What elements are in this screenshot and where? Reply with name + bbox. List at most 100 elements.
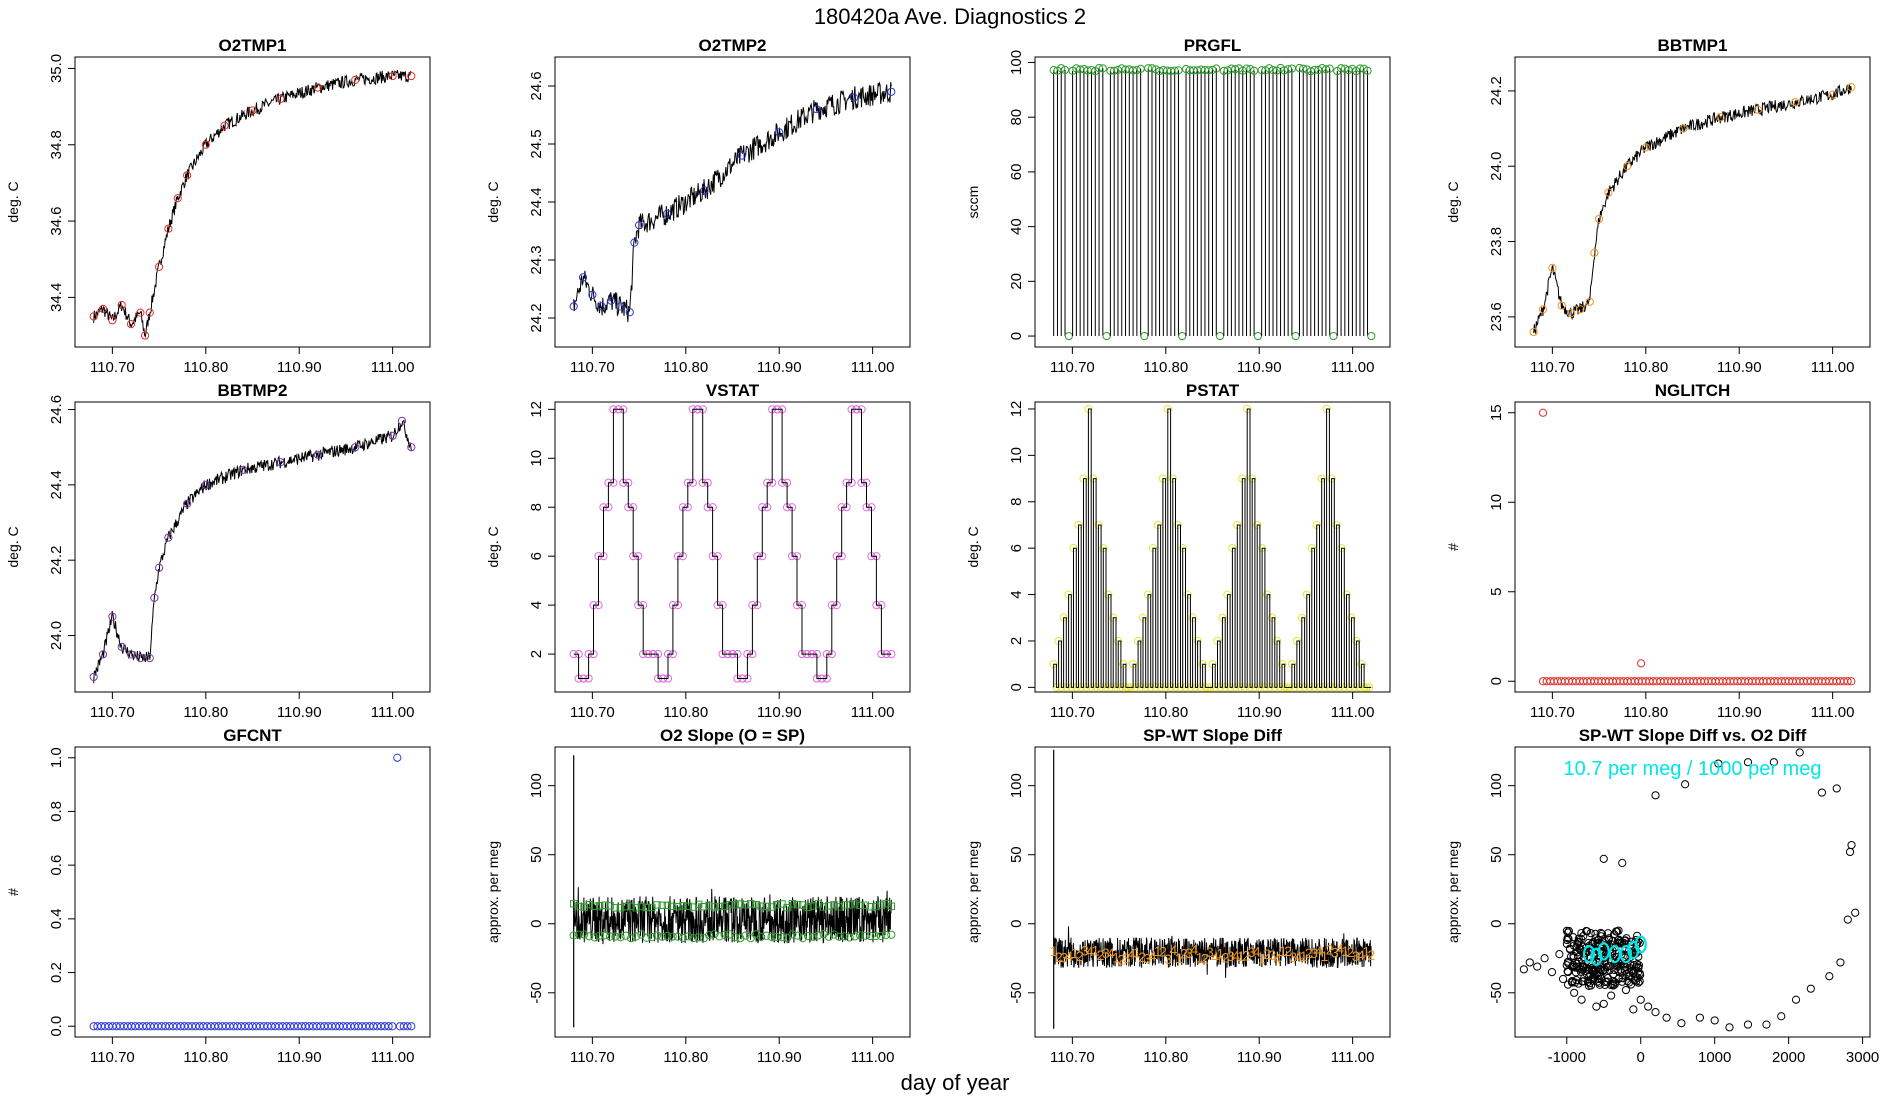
highlight-point [1538, 408, 1548, 417]
data-point [812, 105, 821, 114]
square-marker [861, 901, 869, 909]
data-point [1257, 66, 1266, 75]
data-point [1599, 999, 1608, 1008]
point-label: 4 [1107, 945, 1115, 961]
square-marker [788, 900, 797, 908]
x-tick-label: 110.80 [1143, 1049, 1188, 1066]
x-tick-label: 110.80 [1143, 704, 1188, 721]
data-point [1614, 926, 1623, 935]
data-point [201, 140, 210, 149]
point-label: 1 [1279, 943, 1287, 959]
data-point [1570, 988, 1579, 997]
square-marker [731, 901, 739, 909]
x-tick-label: 2000 [1772, 1049, 1805, 1066]
data-point [117, 300, 126, 310]
y-tick-label: -50 [1008, 982, 1025, 1004]
data-point [700, 186, 709, 195]
y-tick-label: 100 [528, 773, 545, 798]
y-tick-label: 10 [528, 450, 545, 467]
x-tick-label: 110.90 [1717, 704, 1762, 721]
data-point [1847, 83, 1856, 92]
square-marker [606, 902, 614, 910]
point-label: 3 [1164, 951, 1172, 967]
x-tick-label: 111.00 [851, 359, 895, 376]
data-point [384, 1022, 393, 1031]
data-point [1547, 967, 1557, 977]
cluster-point [1605, 966, 1614, 975]
data-point [276, 94, 285, 104]
data-point [1538, 305, 1548, 314]
data-point [1140, 331, 1149, 341]
y-axis-label: approx. per meg [485, 841, 501, 943]
data-point [1651, 791, 1660, 800]
circle-marker [871, 931, 880, 941]
data-point [1845, 847, 1855, 857]
circle-marker [757, 932, 766, 941]
data-point [1087, 66, 1096, 75]
panel-spwt: SP-WT Slope Diff approx. per meg -50 0 50 100… [965, 726, 1391, 1066]
y-axis-label: # [5, 888, 21, 896]
cluster-point [1577, 928, 1586, 938]
cluster-point [1575, 945, 1584, 954]
data-point [1325, 64, 1334, 73]
data-point [1614, 974, 1623, 984]
square-marker [632, 904, 640, 912]
x-tick-label: 110.80 [663, 359, 708, 376]
circle-marker [652, 931, 662, 940]
square-marker [840, 901, 849, 909]
data-point [313, 450, 322, 459]
data-point [1558, 974, 1568, 984]
panel-title: VSTAT [706, 381, 760, 400]
square-marker [700, 902, 708, 911]
data-point [1098, 64, 1107, 73]
square-marker [611, 904, 620, 912]
data-point [1725, 1023, 1734, 1032]
data-point [1621, 985, 1631, 995]
square-marker [684, 902, 692, 910]
square-marker [866, 903, 875, 911]
x-tick-label: 1000 [1698, 1049, 1731, 1066]
cluster-point [1625, 963, 1634, 972]
square-marker [830, 901, 838, 909]
series-line [93, 69, 412, 339]
cluster-point [1603, 929, 1613, 938]
x-tick-label: 110.70 [90, 1049, 135, 1066]
data-point [1117, 64, 1126, 73]
data-point [1363, 66, 1372, 75]
circle-marker [663, 931, 672, 940]
circle-marker [819, 930, 828, 939]
cluster-point [1597, 929, 1607, 938]
data-point [1566, 309, 1576, 318]
data-point [1847, 677, 1856, 686]
circle-marker [803, 931, 813, 941]
square-marker [856, 901, 864, 910]
panel-title: O2TMP1 [218, 36, 286, 55]
x-tick-label: 110.90 [1237, 359, 1282, 376]
data-point [1843, 915, 1852, 924]
square-marker [809, 902, 817, 910]
data-point [183, 171, 192, 180]
data-point [1592, 1002, 1601, 1011]
data-point [1540, 954, 1549, 963]
x-tick-label: 111.00 [1331, 359, 1375, 376]
cluster-point [1567, 977, 1577, 986]
square-marker [616, 904, 625, 912]
data-point [578, 273, 588, 282]
y-tick-label: 0 [528, 920, 545, 928]
figure-title: 180420a Ave. Diagnostics 2 [814, 4, 1086, 29]
y-tick-label: 2 [1008, 637, 1025, 645]
data-point [1525, 958, 1534, 967]
data-point [397, 416, 407, 425]
point-label: 2 [1242, 948, 1250, 964]
data-point [150, 593, 159, 602]
circle-marker [809, 932, 818, 941]
y-tick-label: 2 [528, 650, 545, 658]
data-point [351, 75, 360, 84]
point-label: 2 [1367, 947, 1375, 963]
square-marker [819, 903, 828, 911]
panel-title: SP-WT Slope Diff [1143, 726, 1282, 745]
data-point [630, 238, 639, 247]
panel-spwt_vs_o2: SP-WT Slope Diff vs. O2 Diff approx. per … [1445, 726, 1879, 1066]
